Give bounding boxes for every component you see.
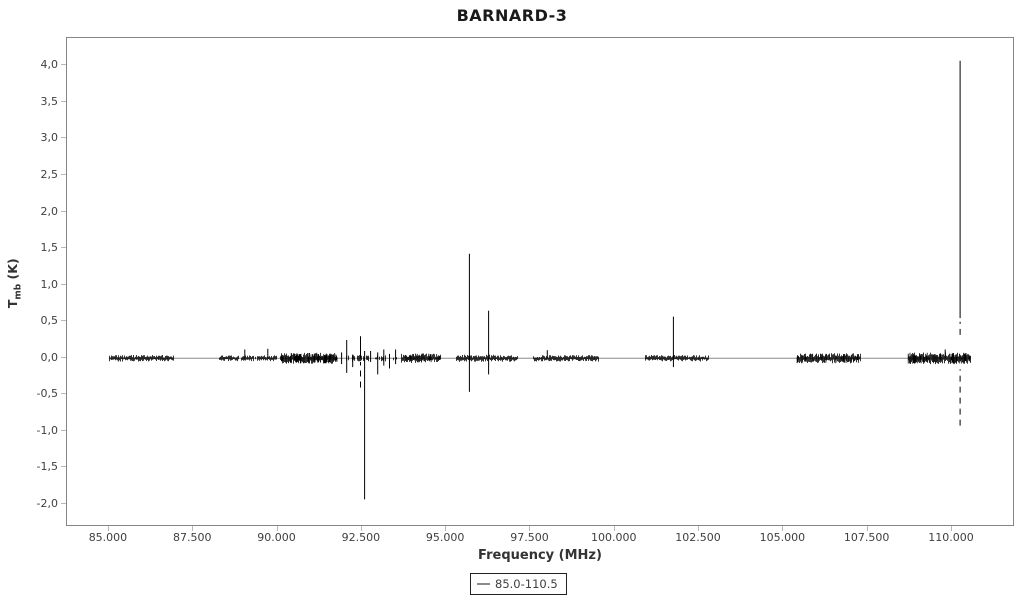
noise-segment (533, 355, 599, 362)
x-tick-mark (360, 526, 362, 531)
x-tick-mark (866, 526, 868, 531)
noise-segment (401, 353, 441, 363)
y-tick-label: 1,5 (40, 241, 59, 255)
legend-line-icon (477, 583, 490, 585)
x-tick-label: 105.000 (759, 531, 806, 544)
y-tick-label: -1,0 (36, 423, 58, 437)
y-tick-mark (61, 100, 66, 102)
x-axis-title: Frequency (MHz) (478, 548, 602, 563)
y-tick-mark (61, 210, 66, 212)
spectrum-plot-svg (108, 60, 971, 500)
y-tick-mark (61, 429, 66, 431)
y-tick-mark (61, 393, 66, 395)
noise-segment (280, 352, 338, 364)
y-tick-label: 0,5 (40, 314, 59, 328)
noise-segment (109, 355, 174, 362)
x-tick-mark (276, 526, 278, 531)
x-tick-label: 107.500 (843, 531, 890, 544)
y-tick-label: -0,5 (36, 387, 58, 401)
y-tick-mark (61, 64, 66, 66)
y-tick-label: -1,5 (36, 460, 58, 474)
x-tick-label: 100.000 (591, 531, 637, 544)
x-tick-label: 85.000 (88, 531, 128, 544)
y-tick-mark (61, 137, 66, 139)
y-tick-label: 1,0 (40, 277, 59, 291)
y-tick-mark (61, 320, 66, 322)
x-tick-mark (698, 526, 700, 531)
y-tick-label: 4,0 (40, 58, 59, 72)
x-tick-label: 110.000 (928, 531, 974, 544)
x-tick-label: 90.000 (257, 531, 296, 544)
legend-label: 85.0-110.5 (495, 577, 558, 591)
x-tick-label: 95.000 (425, 531, 465, 544)
y-tick-label: 3,5 (40, 94, 59, 108)
x-tick-mark (613, 526, 615, 531)
x-tick-label: 97.500 (510, 531, 549, 544)
x-tick-mark (107, 526, 109, 531)
noise-segment (907, 352, 971, 365)
y-tick-mark (61, 356, 66, 358)
x-tick-mark (950, 526, 952, 531)
x-tick-label: 102.500 (675, 531, 721, 544)
y-tick-label: 2,5 (40, 167, 59, 181)
y-tick-label: 0,0 (40, 350, 59, 364)
y-tick-label: 2,0 (40, 204, 59, 218)
plot-area (66, 37, 1014, 526)
x-tick-mark (192, 526, 194, 531)
x-tick-mark (445, 526, 447, 531)
y-tick-mark (61, 503, 66, 505)
y-tick-label: -2,0 (36, 497, 58, 511)
x-tick-mark (782, 526, 784, 531)
chart-title: BARNARD-3 (456, 6, 568, 25)
y-tick-mark (61, 283, 66, 285)
noise-segment (796, 353, 861, 364)
y-axis-title-main: T (4, 299, 20, 309)
x-tick-mark (529, 526, 531, 531)
y-tick-label: 3,0 (40, 131, 59, 145)
y-tick-mark (61, 173, 66, 175)
x-tick-label: 87.500 (173, 531, 212, 544)
y-tick-mark (61, 466, 66, 468)
y-tick-mark (61, 247, 66, 249)
x-tick-label: 92.500 (341, 531, 381, 544)
noise-segment (219, 355, 282, 362)
legend-box: 85.0-110.5 (470, 573, 567, 595)
